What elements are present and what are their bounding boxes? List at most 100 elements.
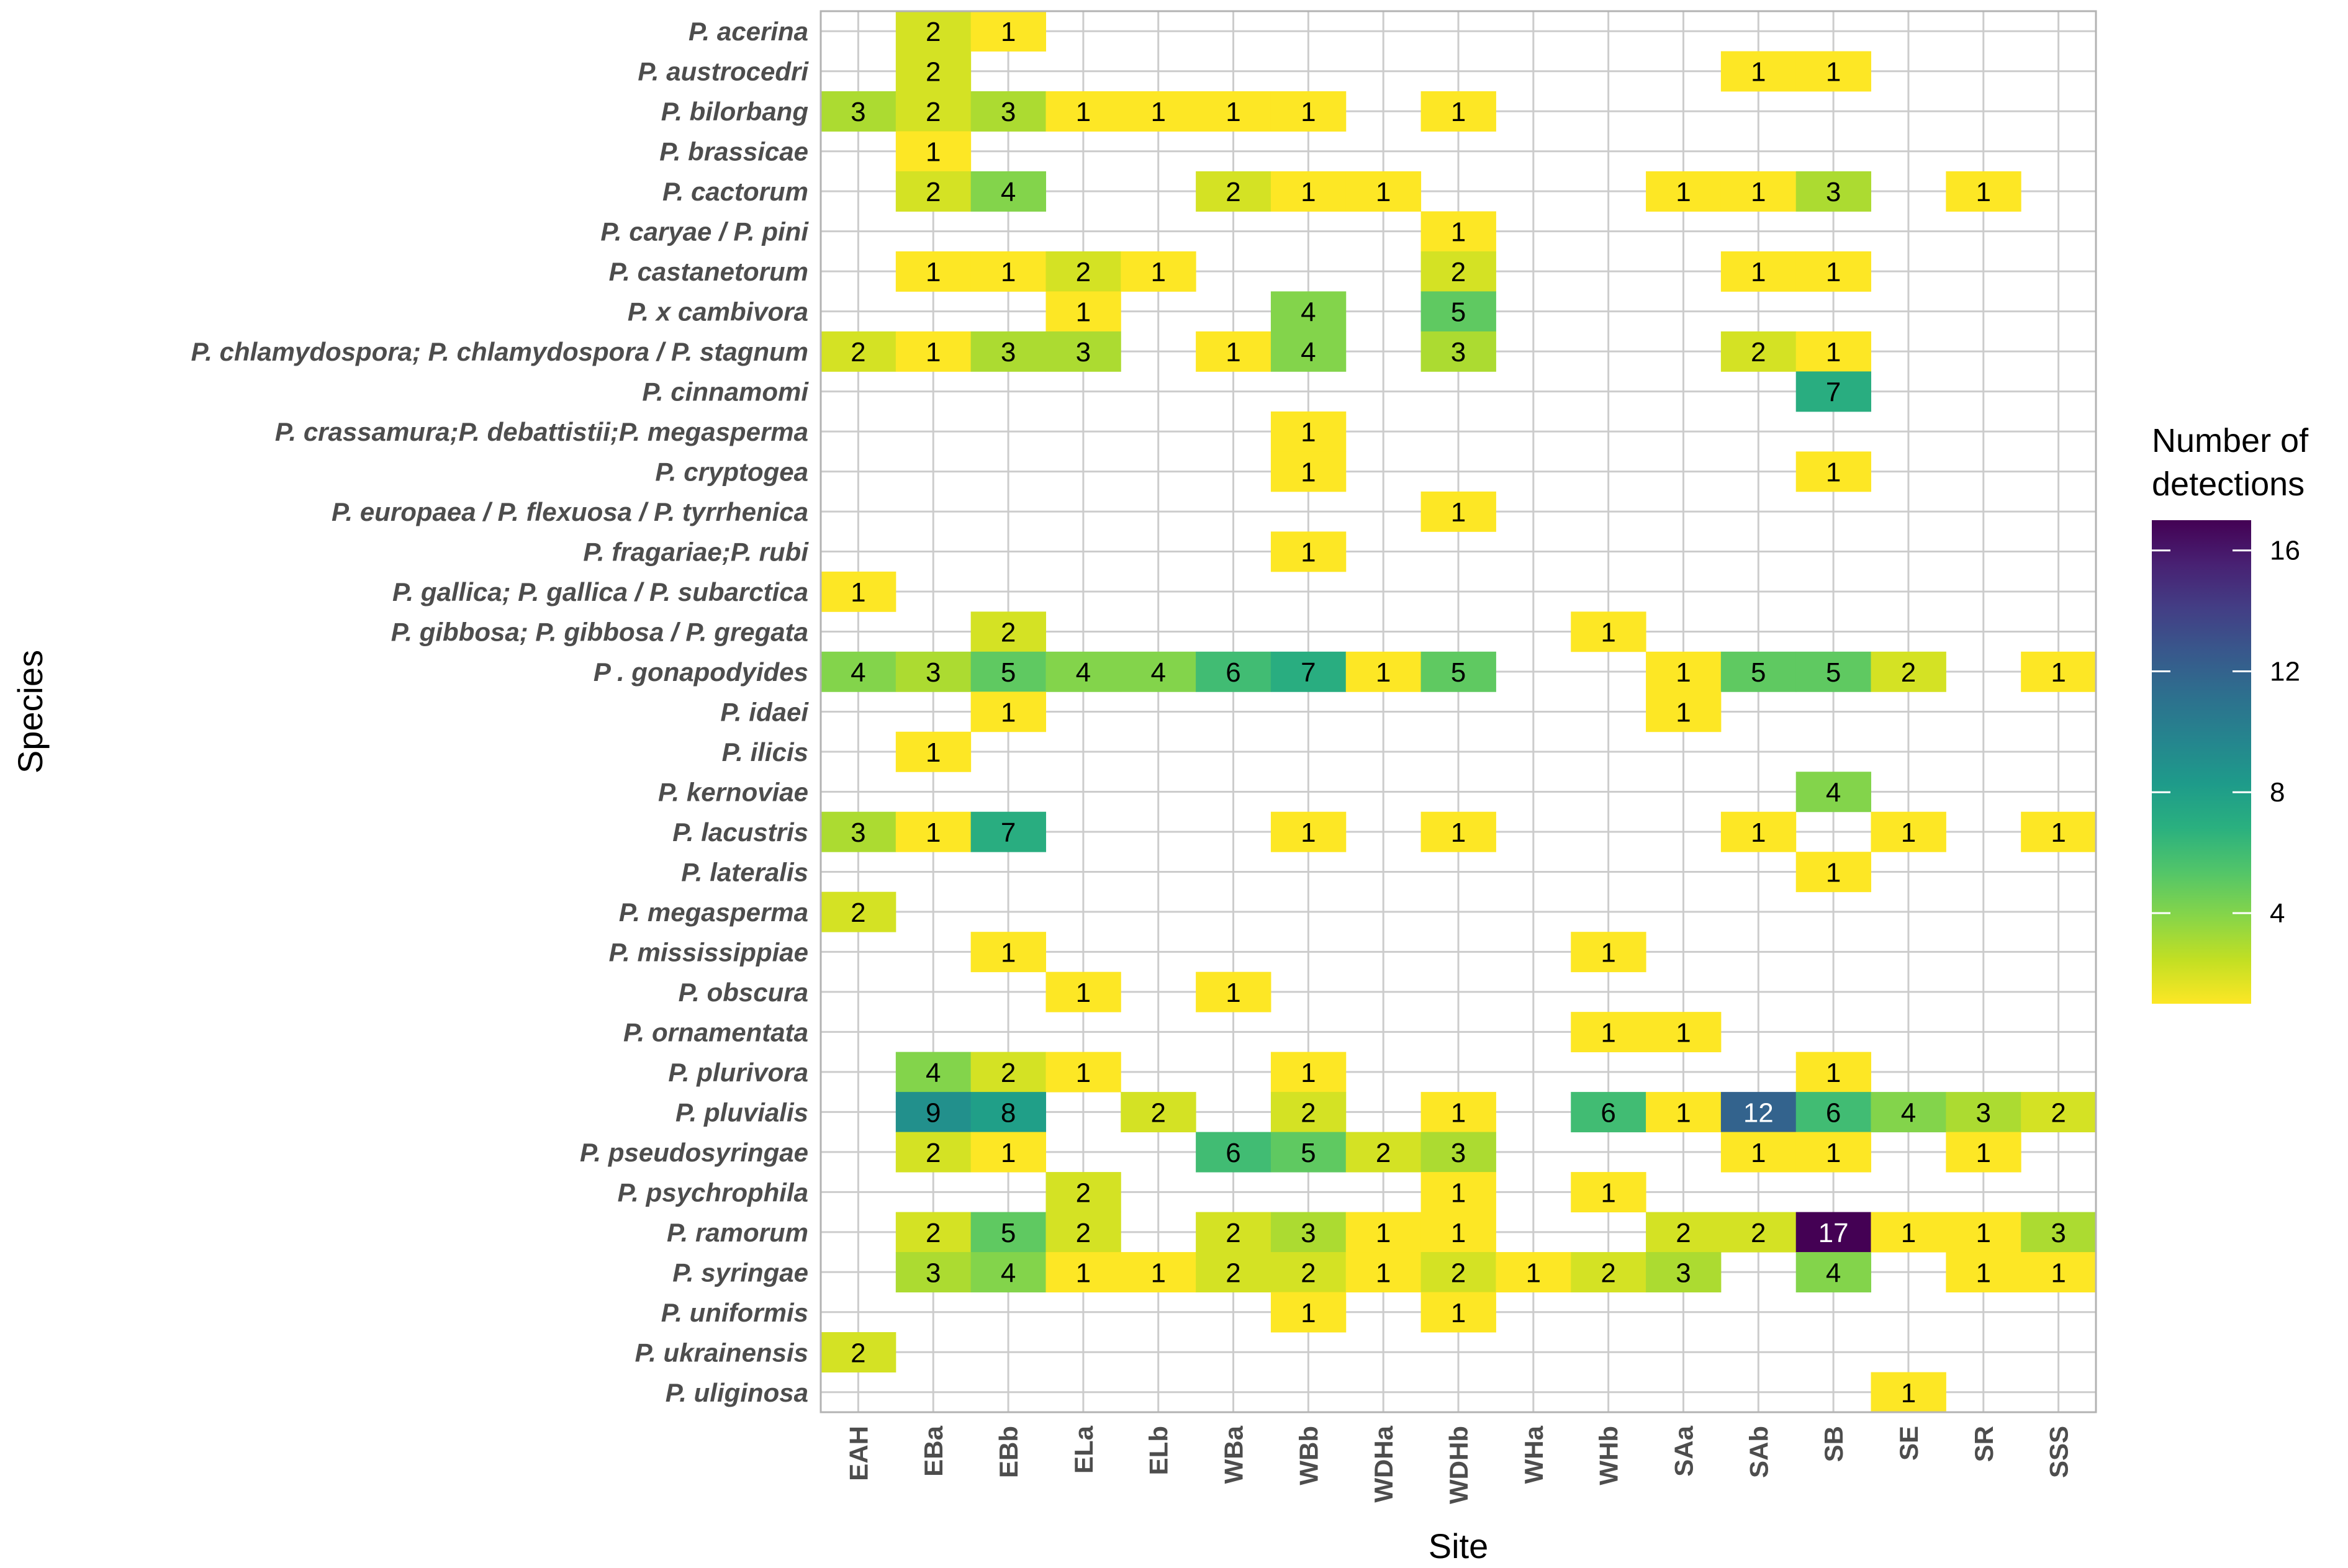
- cell-value-label: 1: [1451, 1178, 1466, 1208]
- heatmap-cell: [1795, 1212, 1872, 1253]
- heatmap-cell: [821, 891, 896, 932]
- x-tick-label-ela: ELa: [1069, 1425, 1098, 1474]
- heatmap-cell: [1871, 1092, 1946, 1133]
- heatmap-cell: [1795, 51, 1872, 92]
- y-tick-label-p-fragariae-p-rubi: P. fragariae;P. rubi: [583, 538, 809, 567]
- heatmap-cell: [1420, 1172, 1496, 1213]
- cell-value-label: 1: [1001, 937, 1016, 968]
- cell-value-label: 2: [1001, 1058, 1016, 1088]
- heatmap-cell: [1795, 251, 1872, 292]
- y-tick-label-p-ornamentata: P. ornamentata: [623, 1017, 808, 1047]
- cell-value-label: 4: [1001, 177, 1016, 207]
- x-tick-label-wha: WHa: [1519, 1425, 1548, 1484]
- heatmap-cell: [1420, 251, 1496, 292]
- heatmap-cell: [1720, 171, 1797, 212]
- y-tick-label-p-obscura: P. obscura: [679, 978, 808, 1007]
- heatmap-cell: [1871, 811, 1946, 852]
- y-tick-label-p-austrocedri: P. austrocedri: [638, 57, 809, 86]
- cell-value-label: 1: [1301, 97, 1316, 127]
- cell-value-label: 1: [1826, 457, 1841, 488]
- cell-value-label: 5: [1451, 657, 1466, 688]
- heatmap-cell: [895, 1212, 972, 1253]
- heatmap-cell: [1420, 651, 1496, 692]
- heatmap-cell: [1646, 1212, 1722, 1253]
- cell-value-label: 1: [926, 337, 941, 367]
- heatmap-cell: [1946, 1092, 2021, 1133]
- heatmap-cell: [1720, 331, 1797, 372]
- cell-value-label: 2: [1226, 1218, 1240, 1248]
- cell-value-label: 1: [1901, 1378, 1916, 1408]
- heatmap-cell: [1045, 1052, 1121, 1093]
- heatmap-cell: [970, 171, 1046, 212]
- cell-value-label: 5: [1826, 657, 1841, 688]
- cell-value-label: 1: [1901, 1218, 1916, 1248]
- cell-value-label: 6: [1601, 1097, 1615, 1128]
- cell-value-label: 2: [1676, 1218, 1691, 1248]
- cell-value-label: 1: [1001, 1138, 1016, 1168]
- heatmap-cell: [1345, 651, 1422, 692]
- heatmap-cell: [1270, 1052, 1347, 1093]
- cell-value-label: 3: [1676, 1258, 1691, 1288]
- cell-value-label: 1: [1826, 857, 1841, 888]
- cell-value-label: 1: [1676, 177, 1691, 207]
- heatmap-cell: [1795, 1092, 1872, 1133]
- cell-value-label: 2: [1226, 177, 1240, 207]
- heatmap-cell: [821, 91, 896, 132]
- cell-value-label: 1: [1451, 1218, 1466, 1248]
- cell-value-label: 1: [1751, 177, 1766, 207]
- legend-title-line2: detections: [2152, 466, 2305, 503]
- cell-value-label: 2: [1751, 337, 1766, 367]
- heatmap-cell: [1270, 1252, 1347, 1293]
- y-tick-label-p-ramorum: P. ramorum: [667, 1218, 808, 1247]
- heatmap-cell: [1871, 1212, 1946, 1253]
- heatmap-cell: [1270, 811, 1347, 852]
- heatmap-cell: [1946, 1212, 2021, 1253]
- cell-value-label: 1: [2051, 657, 2066, 688]
- cell-value-label: 2: [1751, 1218, 1766, 1248]
- cell-value-label: 1: [1826, 257, 1841, 287]
- cell-value-label: 1: [1301, 457, 1316, 488]
- cell-value-label: 2: [1001, 618, 1016, 648]
- heatmap-cell: [1196, 1212, 1271, 1253]
- cell-value-label: 7: [1001, 818, 1016, 848]
- cell-value-label: 1: [1301, 417, 1316, 448]
- cell-value-label: 1: [1001, 257, 1016, 287]
- heatmap-cell: [970, 331, 1046, 372]
- cell-value-label: 1: [1601, 1017, 1615, 1048]
- x-tick-label-wba: WBa: [1219, 1425, 1249, 1484]
- heatmap-cell: [1045, 1172, 1121, 1213]
- cell-value-label: 1: [1150, 1258, 1165, 1288]
- cell-value-label: 1: [1451, 1097, 1466, 1128]
- y-tick-label-p-europaea-p-flexuosa-p-tyrrhenica: P. europaea / P. flexuosa / P. tyrrhenic…: [332, 497, 808, 526]
- cell-value-label: 4: [1001, 1258, 1016, 1288]
- heatmap-cell: [1420, 291, 1496, 332]
- cell-value-label: 3: [851, 97, 865, 127]
- heatmap-cell: [1045, 651, 1121, 692]
- cell-value-label: 2: [1451, 1258, 1466, 1288]
- cell-value-label: 1: [1451, 97, 1466, 127]
- cell-value-label: 3: [851, 818, 865, 848]
- heatmap-cell: [1795, 772, 1872, 813]
- cell-value-label: 2: [1076, 257, 1091, 287]
- heatmap-cell: [895, 51, 972, 92]
- cell-value-label: 4: [926, 1058, 941, 1088]
- heatmap-cell: [1646, 651, 1722, 692]
- cell-value-label: 1: [926, 257, 941, 287]
- cell-value-label: 1: [1901, 818, 1916, 848]
- y-tick-label-p-pseudosyringae: P. pseudosyringae: [580, 1138, 808, 1167]
- cell-value-label: 5: [1751, 657, 1766, 688]
- heatmap-cell: [1270, 1092, 1347, 1133]
- heatmap-cell: [1045, 1252, 1121, 1293]
- heatmap-cell: [895, 331, 972, 372]
- heatmap-cell: [1871, 651, 1946, 692]
- cell-value-label: 2: [851, 1338, 865, 1368]
- cell-value-label: 7: [1826, 377, 1841, 408]
- heatmap-cell: [1571, 611, 1646, 652]
- cell-value-label: 1: [1301, 1298, 1316, 1328]
- cell-value-label: 2: [1150, 1097, 1165, 1128]
- y-tick-label-p-kernoviae: P. kernoviae: [658, 777, 808, 806]
- heatmap-cell: [970, 251, 1046, 292]
- cell-value-label: 1: [926, 137, 941, 168]
- heatmap-cell: [970, 1212, 1046, 1253]
- cell-value-label: 1: [1076, 1058, 1091, 1088]
